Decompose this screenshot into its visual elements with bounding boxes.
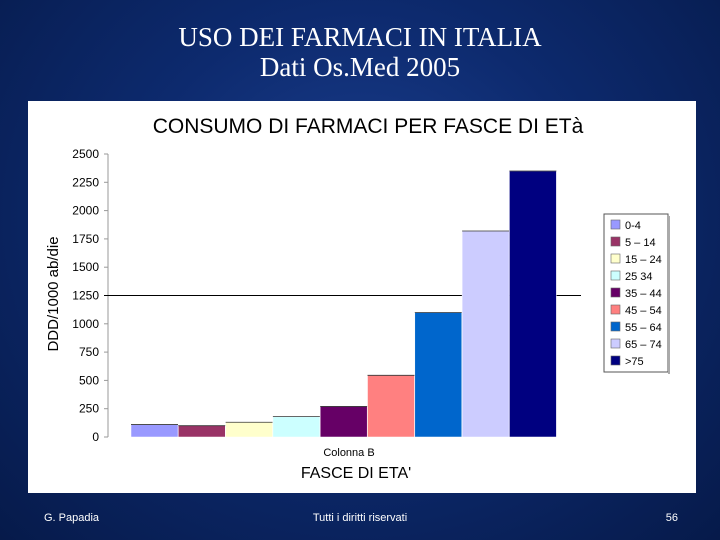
legend-swatch-1 (610, 236, 621, 247)
legend-swatch-4 (610, 287, 621, 298)
legend-swatch-8 (610, 355, 621, 366)
bar-chart: CONSUMO DI FARMACI PER FASCE DI ETà DDD/… (45, 115, 670, 482)
bar-8 (509, 170, 557, 438)
legend-swatch-6 (610, 321, 621, 332)
y-tick-label: 250 (79, 402, 99, 416)
bar-1 (178, 425, 226, 438)
bar-7 (461, 230, 510, 438)
chart-panel: CONSUMO DI FARMACI PER FASCE DI ETà DDD/… (28, 101, 696, 493)
legend-label-8: >75 (625, 356, 644, 368)
bar-6 (414, 312, 463, 438)
y-tick-label: 500 (79, 373, 99, 387)
legend-label-4: 35 – 44 (625, 288, 662, 300)
footer-rights: Tutti i diritti riservati (312, 512, 408, 524)
footer-page-number: 56 (665, 512, 678, 524)
legend-swatch-0 (610, 219, 621, 230)
y-tick-label: 750 (79, 345, 99, 359)
y-axis-label: DDD/1000 ab/die (45, 236, 62, 351)
legend-label-1: 5 – 14 (625, 237, 656, 249)
legend-label-6: 55 – 64 (625, 322, 662, 334)
y-tick-label: 1750 (72, 232, 99, 246)
legend-label-5: 45 – 54 (625, 305, 662, 317)
y-tick-label: 1000 (72, 317, 99, 331)
slide-title: USO DEI FARMACI IN ITALIA Dati Os.Med 20… (0, 22, 720, 82)
bar-0 (130, 424, 179, 438)
slide-title-line1: USO DEI FARMACI IN ITALIA (178, 22, 542, 52)
y-tick-label: 2500 (72, 147, 99, 161)
y-tick-label: 0 (92, 430, 99, 444)
legend-swatch-5 (610, 304, 621, 315)
slide-title-line2: Dati Os.Med 2005 (259, 52, 461, 82)
legend-swatch-2 (610, 253, 621, 264)
legend-swatch-7 (610, 338, 621, 349)
legend-label-2: 15 – 24 (625, 254, 662, 266)
y-tick-label: 2000 (72, 204, 99, 218)
y-tick-label: 2250 (72, 175, 99, 189)
y-tick-label: 1500 (72, 260, 99, 274)
bar-5 (367, 375, 415, 438)
legend-label-3: 25 34 (625, 271, 653, 283)
legend-swatch-3 (610, 270, 621, 281)
footer-author: G. Papadia (44, 512, 100, 524)
y-tick-label: 1250 (72, 289, 99, 303)
bar-2 (225, 422, 273, 438)
legend-label-0: 0-4 (625, 220, 641, 232)
x-category-label: Colonna B (323, 447, 374, 459)
legend-label-7: 65 – 74 (625, 339, 662, 351)
bar-4 (319, 406, 368, 438)
bar-3 (272, 416, 321, 438)
x-axis-label: FASCE DI ETA' (301, 465, 411, 482)
chart-title: CONSUMO DI FARMACI PER FASCE DI ETà (153, 115, 584, 138)
